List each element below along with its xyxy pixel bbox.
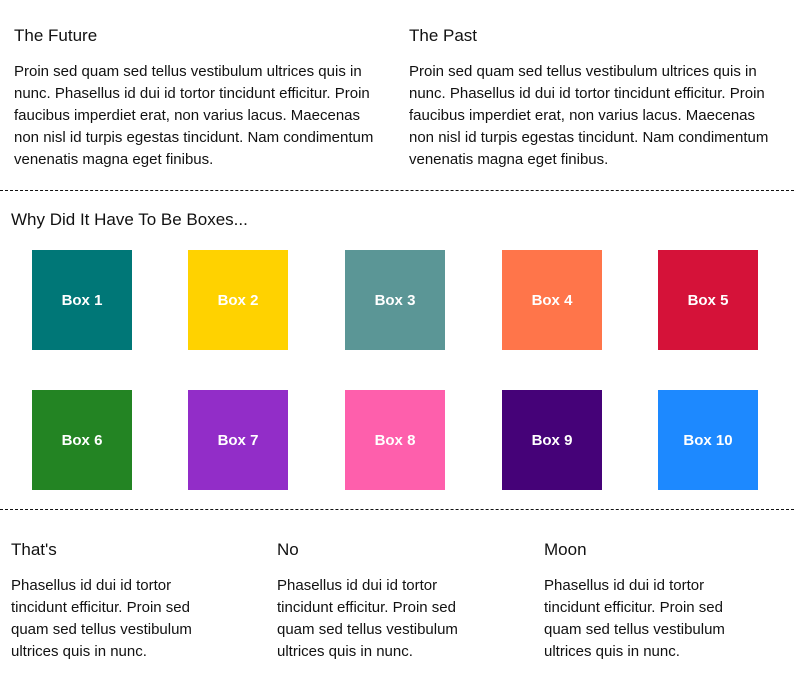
thats-body: Phasellus id dui id tortor tincidunt eff… bbox=[11, 577, 192, 660]
box-7: Box 7 bbox=[188, 390, 288, 490]
box-2: Box 2 bbox=[188, 250, 288, 350]
past-article: The Past Proin sed quam sed tellus vesti… bbox=[409, 25, 784, 171]
thats-title: That's bbox=[11, 540, 57, 559]
future-title: The Future bbox=[14, 26, 98, 45]
box-1: Box 1 bbox=[32, 250, 132, 350]
top-dashed-divider bbox=[0, 190, 794, 191]
no-title: No bbox=[277, 540, 299, 559]
moon-card: Moon Phasellus id dui id tortor tincidun… bbox=[544, 539, 754, 663]
box-8: Box 8 bbox=[345, 390, 445, 490]
box-5: Box 5 bbox=[658, 250, 758, 350]
no-body: Phasellus id dui id tortor tincidunt eff… bbox=[277, 577, 458, 660]
past-title: The Past bbox=[409, 26, 478, 45]
box-6: Box 6 bbox=[32, 390, 132, 490]
box-4: Box 4 bbox=[502, 250, 602, 350]
past-body: Proin sed quam sed tellus vestibulum ult… bbox=[409, 63, 769, 168]
boxes-section: Why Did It Have To Be Boxes... Box 1 Box… bbox=[0, 192, 794, 509]
boxes-section-title: Why Did It Have To Be Boxes... bbox=[11, 210, 248, 229]
box-10: Box 10 bbox=[658, 390, 758, 490]
moon-title: Moon bbox=[544, 540, 587, 559]
top-articles-section: The Future Proin sed quam sed tellus ves… bbox=[0, 0, 794, 191]
no-card: No Phasellus id dui id tortor tincidunt … bbox=[277, 539, 487, 663]
future-body: Proin sed quam sed tellus vestibulum ult… bbox=[14, 63, 374, 168]
thats-card: That's Phasellus id dui id tortor tincid… bbox=[11, 539, 221, 663]
bottom-cards-section: That's Phasellus id dui id tortor tincid… bbox=[0, 510, 794, 678]
box-3: Box 3 bbox=[345, 250, 445, 350]
bottom-dashed-divider bbox=[0, 509, 794, 510]
future-article: The Future Proin sed quam sed tellus ves… bbox=[14, 25, 389, 171]
moon-body: Phasellus id dui id tortor tincidunt eff… bbox=[544, 577, 725, 660]
box-9: Box 9 bbox=[502, 390, 602, 490]
